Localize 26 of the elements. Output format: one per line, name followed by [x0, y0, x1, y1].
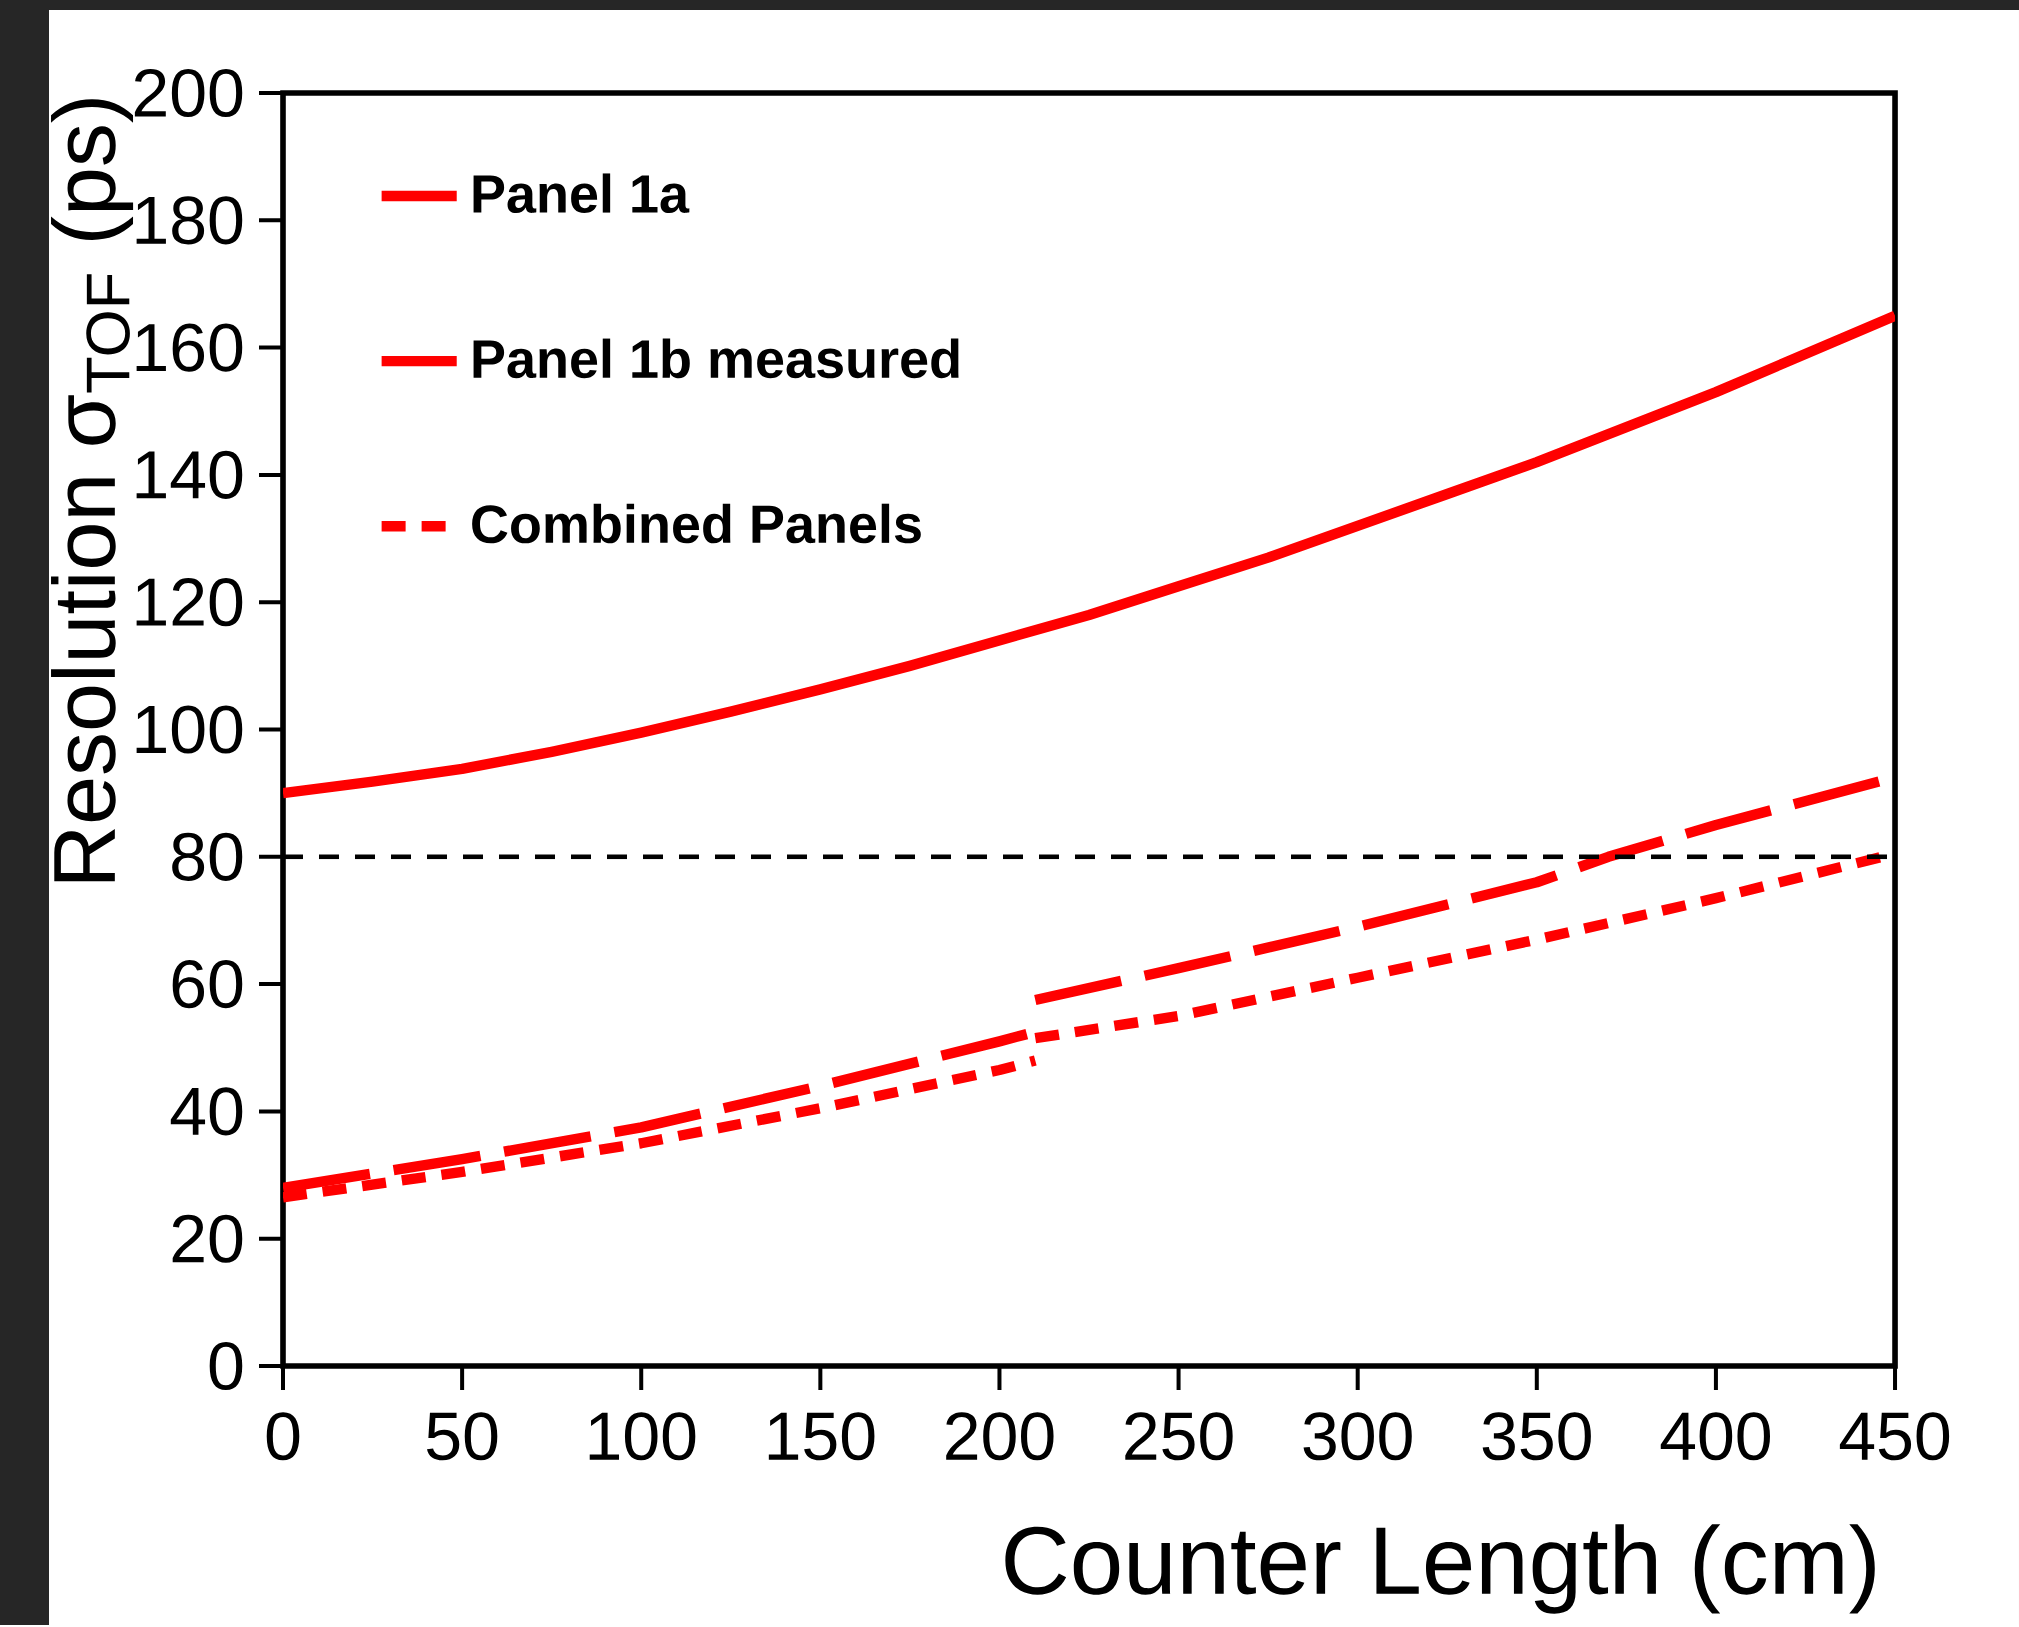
x-tick-label: 450	[1839, 1412, 1950, 1461]
y-tick-label: 80	[172, 832, 243, 881]
y-tick-label: 180	[136, 196, 243, 245]
x-tick-label: 50	[427, 1412, 498, 1461]
x-tick-label: 350	[1482, 1412, 1591, 1461]
x-tick-label: 400	[1660, 1412, 1770, 1461]
y-tick-label: 40	[170, 1087, 243, 1136]
legend-label: Panel 1a	[473, 173, 690, 214]
y-tick-label: 120	[136, 578, 243, 627]
x-tick-label: 150	[768, 1412, 875, 1461]
y-tick-label: 160	[136, 323, 243, 372]
x-tick-label: 100	[589, 1412, 696, 1461]
legend-label: Combined Panels	[472, 503, 921, 544]
y-tick-label: 60	[172, 960, 243, 1009]
y-tick-label: 0	[209, 1341, 243, 1391]
x-tick-label: 300	[1303, 1412, 1412, 1461]
y-tick-label: 140	[136, 450, 243, 500]
legend-label: Panel 1b measured	[473, 338, 959, 379]
y-axis-title: Resolution σ$_{TOF}$ (ps)	[51, 99, 134, 882]
x-tick-label: 250	[1125, 1412, 1233, 1461]
y-tick-label: 200	[134, 68, 243, 118]
y-tick-label: 100	[136, 705, 243, 754]
x-tick-label: 0	[266, 1412, 300, 1461]
x-axis-title: Counter Length (cm)	[1005, 1524, 1875, 1614]
x-tick-label: 200	[946, 1412, 1054, 1461]
y-tick-label: 20	[172, 1214, 243, 1263]
